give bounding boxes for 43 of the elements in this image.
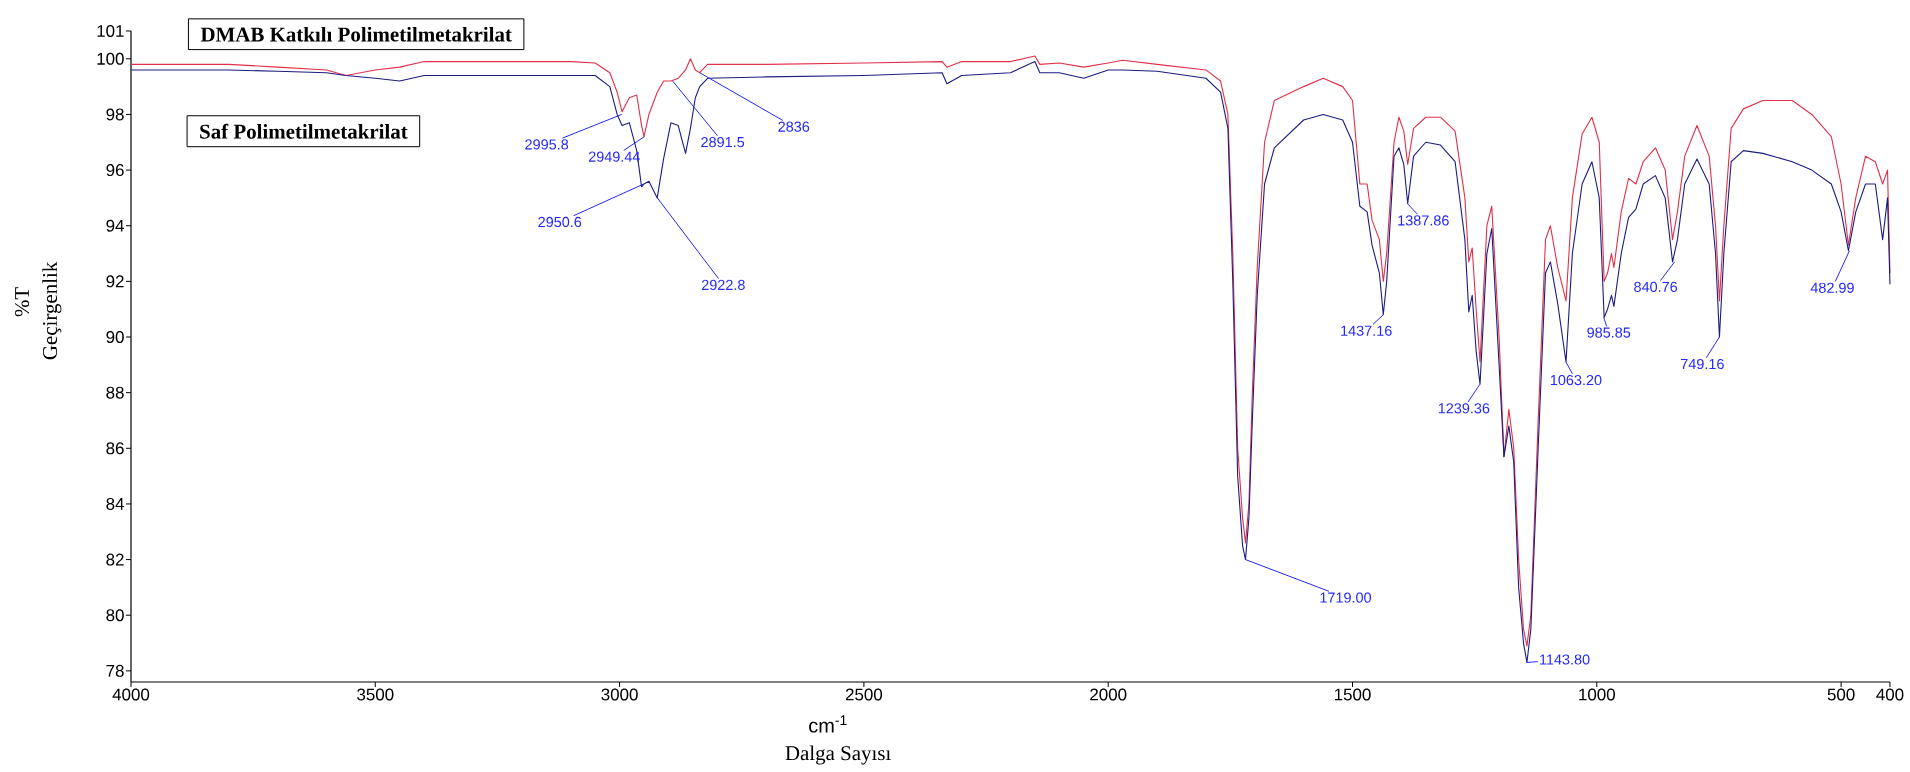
annotation: 1437.16 [1341, 325, 1392, 336]
x-tick-label: 3500 [357, 688, 394, 701]
y-tick-label: 94 [106, 219, 124, 232]
annotation: 2836 [778, 121, 810, 132]
y-axis-title: Geçirgenlik [42, 261, 62, 360]
x-tick-label: 3000 [601, 688, 638, 701]
y-tick-label: 92 [106, 275, 124, 288]
y-tick-label: 90 [106, 331, 124, 344]
text: cm$^{-1}$ [809, 715, 847, 733]
x-tick-label: 4000 [112, 688, 150, 701]
annotation: 840.76 [1634, 281, 1678, 292]
y-tick-label: 98 [106, 108, 124, 121]
y-tick-label: 88 [106, 386, 124, 399]
y-tick-label: 78 [106, 664, 124, 677]
annotation: 1239.36 [1438, 403, 1490, 414]
annotation: 482.99 [1810, 282, 1854, 293]
y-tick-label: 101 [97, 24, 124, 37]
annotation: 1143.80 [1540, 654, 1590, 665]
annotation: 2950.6 [538, 216, 582, 228]
x-axis-title: Dalga Sayısı [785, 745, 891, 765]
text: Saf Polimetilmetakrilat [200, 123, 408, 139]
x-tick-label: 500 [1827, 688, 1855, 701]
text: %T [14, 287, 30, 317]
x-tick-label: 1500 [1334, 688, 1371, 701]
annotation: 1387.86 [1398, 215, 1449, 226]
y-tick-label: 84 [106, 497, 124, 510]
x-tick-label: 2500 [845, 688, 883, 701]
annotation: 1063.20 [1550, 374, 1602, 386]
y-tick-label: 100 [97, 52, 124, 65]
annotation: 2995.8 [525, 139, 569, 150]
y-tick-label: 86 [106, 442, 124, 455]
annotation: 749.16 [1681, 358, 1724, 370]
y-tick-label: 82 [106, 553, 124, 566]
annotation: 2891.5 [701, 136, 745, 148]
x-tick-label: 1000 [1579, 688, 1615, 701]
x-tick-label: 400 [1876, 688, 1904, 701]
series-label: DMAB Katkılı Polimetilmetakrilat [200, 26, 512, 42]
x-tick-label: 2000 [1090, 688, 1127, 701]
y-tick-label: 96 [106, 164, 124, 177]
annotation: 2922.8 [701, 279, 745, 291]
y-tick-label: 80 [106, 609, 124, 622]
annotation: 985.85 [1587, 327, 1631, 338]
annotation: 1719.00 [1320, 592, 1372, 603]
